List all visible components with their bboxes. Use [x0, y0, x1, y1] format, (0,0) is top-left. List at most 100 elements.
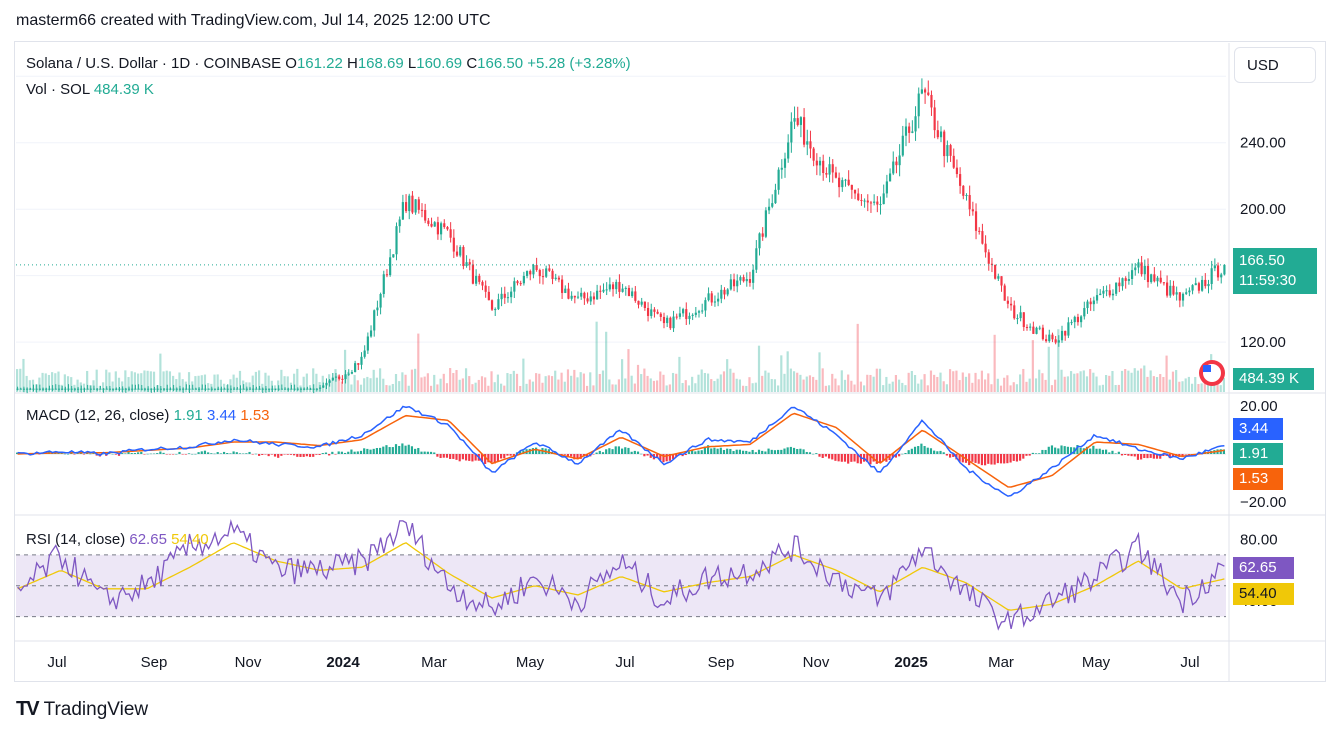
candle-body [694, 312, 697, 315]
candle-body [29, 388, 32, 390]
candle-body [1022, 312, 1025, 328]
macd-histogram-bar [127, 452, 130, 454]
volume-bar [780, 355, 783, 392]
candle-body [529, 271, 532, 275]
volume-badge: 484.39 K [1233, 368, 1314, 390]
macd-histogram-bar [1092, 445, 1095, 454]
macd-histogram-bar [331, 451, 334, 454]
volume-bar [1187, 376, 1190, 392]
macd-histogram-bar [372, 448, 375, 454]
macd-histogram-bar [847, 454, 850, 464]
rsi-label[interactable]: RSI (14, close) [26, 531, 126, 548]
macd-histogram-bar [691, 450, 694, 454]
symbol-label[interactable]: Solana / U.S. Dollar · 1D · COINBASE [26, 55, 282, 72]
volume-bar [165, 370, 168, 392]
volume-bar [742, 385, 745, 392]
macd-histogram-bar [273, 454, 277, 457]
volume-bar [203, 374, 207, 392]
candle-body [1092, 300, 1095, 305]
footer-brand[interactable]: TV TradingView [16, 698, 148, 721]
candle-body [96, 388, 99, 390]
candle-body [863, 200, 866, 202]
macd-histogram-bar [856, 454, 859, 464]
macd-histogram-bar [187, 453, 191, 454]
macd-histogram-bar [1149, 454, 1152, 458]
time-axis-label: May [1082, 654, 1111, 671]
volume-bar [544, 376, 547, 392]
volume-bar [990, 384, 993, 392]
candle-body [933, 107, 936, 131]
macd-histogram-bar [184, 454, 187, 455]
volume-bar [971, 382, 974, 392]
macd-histogram-bar [101, 453, 105, 455]
candle-body [675, 316, 678, 318]
rsi-ma-line [17, 542, 1225, 611]
volume-bar [101, 382, 105, 392]
candle-body [637, 300, 640, 305]
candle-body [936, 130, 939, 138]
candle-body [296, 388, 299, 390]
candle-body [720, 289, 723, 299]
volume-bar [1105, 375, 1108, 392]
candle-body [382, 274, 385, 294]
candle-body [1035, 327, 1038, 334]
macd-histogram-bar [783, 448, 786, 454]
volume-bar [251, 375, 254, 392]
candle-body [1213, 265, 1216, 269]
macd-histogram-bar [738, 449, 741, 454]
volume-bar [1190, 383, 1194, 392]
candle-body [22, 388, 26, 390]
macd-histogram-bar [442, 454, 445, 458]
volume-bar [404, 374, 407, 392]
macd-histogram-bar [1022, 454, 1025, 459]
volume-bar [802, 379, 805, 392]
candle-body [599, 290, 602, 292]
volume-bar [1079, 371, 1082, 392]
volume-bar [831, 373, 834, 392]
volume-bar [350, 384, 353, 392]
volume-bar [140, 373, 143, 392]
candle-body [153, 388, 156, 390]
volume-bar [566, 369, 570, 392]
macd-histogram-bar [936, 451, 939, 454]
macd-histogram-bar [624, 447, 627, 454]
macd-histogram-bar [993, 454, 996, 465]
candle-body [726, 289, 729, 295]
macd-line-badge: 3.44 [1233, 418, 1283, 440]
macd-histogram-bar [375, 448, 378, 454]
macd-histogram-bar [1136, 454, 1140, 460]
candle-body [217, 388, 220, 390]
candle-body [892, 161, 895, 174]
volume-label[interactable]: Vol · SOL [26, 81, 90, 98]
volume-bar [799, 374, 802, 392]
volume-bar [624, 378, 627, 392]
candle-body [924, 89, 927, 93]
volume-bar [1111, 370, 1114, 392]
volume-bar [1178, 381, 1181, 392]
macd-histogram-bar [777, 449, 780, 454]
macd-histogram-bar [60, 453, 63, 454]
macd-histogram-bar [449, 454, 452, 459]
macd-histogram-bar [229, 453, 232, 454]
volume-bar [796, 372, 799, 392]
candle-body [621, 288, 624, 292]
volume-bar [1003, 377, 1006, 392]
macd-label[interactable]: MACD (12, 26, close) [26, 407, 170, 424]
volume-bar [1155, 377, 1159, 392]
macd-histogram-bar [197, 452, 200, 454]
volume-bar [706, 373, 710, 392]
macd-histogram-bar [796, 449, 799, 454]
candle-body [204, 388, 207, 390]
candle-body [959, 174, 962, 186]
volume-bar [528, 379, 531, 392]
low-value: 160.69 [416, 55, 463, 72]
volume-bar [1031, 340, 1034, 392]
macd-histogram-bar [1133, 454, 1136, 457]
macd-histogram-bar [366, 448, 369, 454]
volume-bar [168, 371, 172, 392]
macd-histogram-bar [1038, 453, 1041, 454]
currency-button[interactable]: USD [1234, 47, 1316, 83]
volume-bar [977, 379, 980, 392]
macd-histogram-bar [267, 454, 270, 457]
